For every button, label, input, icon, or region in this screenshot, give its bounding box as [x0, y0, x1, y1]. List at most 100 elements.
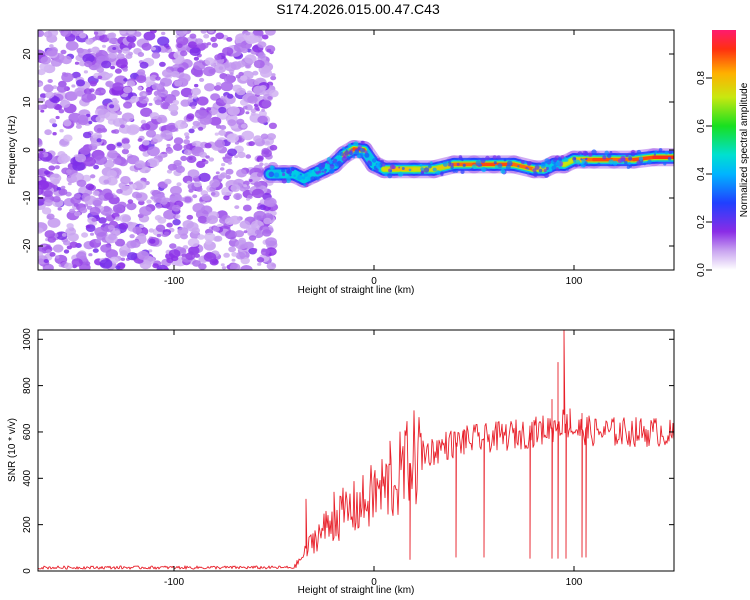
noise-blob [49, 173, 62, 183]
ridge-speckle [291, 172, 297, 178]
noise-blob [52, 132, 57, 136]
noise-blob [134, 160, 146, 169]
noise-blob [266, 48, 272, 53]
noise-blob [253, 59, 265, 69]
noise-blob [83, 156, 96, 167]
ridge-speckle [420, 170, 425, 174]
ridge-speckle [588, 152, 593, 157]
noise-blob [244, 63, 252, 69]
noise-blob [218, 106, 227, 114]
noise-blob [38, 227, 44, 234]
noise-blob [122, 67, 128, 72]
noise-blob [243, 230, 248, 234]
noise-blob [64, 262, 73, 270]
noise-blob [108, 52, 118, 59]
noise-blob [253, 210, 267, 221]
noise-blob [203, 252, 217, 262]
noise-blob [171, 71, 180, 78]
y-tick-label: 600 [22, 423, 33, 440]
spectrogram-x-label: Height of straight line (km) [298, 285, 415, 296]
noise-blob [157, 36, 170, 46]
x-tick-label: 100 [566, 276, 583, 287]
ridge-speckle [326, 161, 330, 165]
ridge-speckle [328, 169, 334, 174]
ridge-speckle [377, 158, 381, 161]
noise-blob [121, 47, 130, 54]
noise-blob [197, 234, 205, 240]
snr-x-label: Height of straight line (km) [298, 585, 415, 596]
noise-blob [265, 237, 277, 247]
noise-blob [176, 43, 183, 48]
colorbar-tick-label: 0.2 [696, 215, 707, 229]
noise-blob [205, 155, 210, 159]
ridge-speckle [389, 169, 393, 173]
noise-blob [235, 87, 246, 96]
noise-blob [212, 226, 220, 232]
noise-blob [119, 250, 128, 257]
noise-blob [69, 208, 76, 214]
ridge-speckle [387, 173, 393, 179]
noise-blob [55, 115, 60, 120]
noise-blob [221, 163, 226, 167]
noise-blob [126, 240, 137, 249]
noise-blob [38, 170, 44, 175]
noise-blob [222, 47, 234, 56]
noise-blob [193, 181, 202, 188]
noise-blob [193, 69, 204, 78]
noise-blob [63, 134, 73, 142]
noise-blob [104, 192, 114, 200]
noise-blob [266, 133, 276, 141]
noise-blob [109, 256, 119, 264]
ridge-speckle [584, 151, 588, 155]
noise-blob [104, 111, 118, 121]
ridge-speckle [435, 170, 441, 175]
noise-blob [269, 144, 278, 151]
noise-blob [241, 130, 255, 141]
noise-blob [184, 132, 190, 137]
x-tick-label: 0 [371, 276, 377, 287]
ridge-speckle [481, 166, 487, 173]
noise-blob [192, 203, 205, 213]
noise-blob [253, 85, 266, 96]
noise-blob [244, 54, 257, 64]
ridge-speckle [551, 165, 557, 171]
noise-blob [243, 184, 248, 188]
ridge-speckle [663, 162, 667, 166]
noise-blob [76, 251, 87, 260]
noise-blob [79, 32, 87, 39]
noise-blob [104, 74, 111, 78]
ridge-speckle [544, 173, 549, 178]
noise-blob [261, 149, 272, 158]
noise-blob [180, 50, 188, 57]
ridge-speckle [442, 161, 448, 167]
noise-blob [193, 56, 199, 61]
noise-blob [179, 248, 187, 254]
noise-blob [155, 203, 162, 209]
ridge-speckle [609, 150, 613, 154]
ridge-speckle [367, 160, 372, 166]
ridge-speckle [638, 156, 644, 161]
y-tick-label: 200 [22, 516, 33, 533]
noise-blob [161, 69, 173, 78]
noise-blob [196, 96, 209, 106]
noise-blob [163, 267, 169, 270]
noise-blob [128, 42, 136, 49]
noise-blob [88, 253, 93, 257]
noise-blob [173, 137, 184, 145]
noise-blob [180, 155, 188, 162]
noise-blob [84, 60, 93, 68]
colorbar-tick-label: 0.8 [696, 71, 707, 85]
noise-blob [82, 174, 92, 182]
noise-blob [107, 224, 115, 230]
ridge-speckle [630, 151, 636, 157]
noise-blob [231, 252, 238, 257]
ridge-speckle [591, 149, 597, 155]
noise-blob [155, 224, 166, 232]
noise-blob [150, 196, 155, 200]
noise-blob [194, 38, 204, 45]
noise-blob [189, 33, 197, 39]
noise-blob [224, 62, 237, 72]
noise-blob [38, 30, 45, 38]
noise-blob [174, 119, 187, 130]
noise-blob [83, 88, 92, 95]
